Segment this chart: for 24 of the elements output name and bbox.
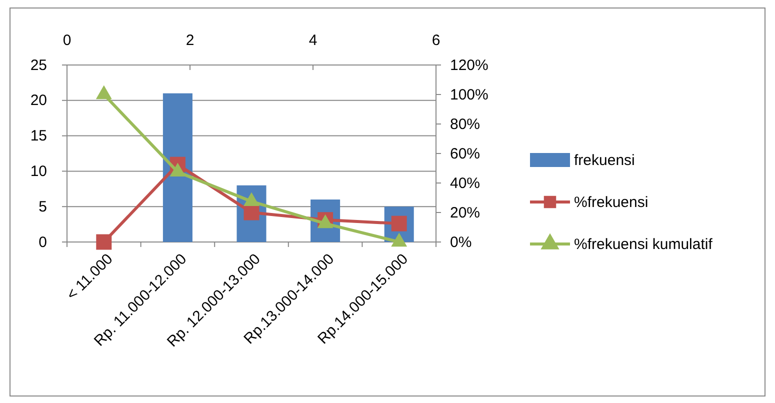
point [170, 162, 186, 177]
legend-label: %frekuensi [574, 194, 648, 211]
y-tick-label: 25 [30, 56, 47, 74]
x2-tick-label: 6 [432, 32, 440, 49]
y2-tick-label: 120% [450, 56, 488, 74]
y2-tick-label: 40% [450, 174, 480, 192]
point [96, 85, 112, 100]
legend-label: frekuensi [574, 152, 635, 169]
x2-tick-label: 0 [62, 32, 72, 49]
y-tick-label: 20 [30, 92, 47, 110]
y-tick-label: 5 [38, 198, 47, 216]
legend-label: %frekuensi kumulatif [574, 236, 714, 253]
y2-tick-label: 80% [450, 116, 480, 133]
y2-tick-label: 0% [450, 234, 472, 251]
y2-tick-label: 20% [450, 204, 480, 222]
y-tick-label: 0 [38, 234, 47, 251]
x2-tick-label: 2 [186, 32, 194, 49]
y2-tick-label: 100% [450, 86, 488, 104]
y-tick-label: 15 [30, 128, 47, 145]
y-tick-label: 10 [30, 163, 47, 180]
x2-tick-label: 4 [308, 32, 318, 49]
point [96, 234, 112, 250]
bar [162, 93, 192, 242]
y2-tick-label: 60% [450, 145, 480, 162]
